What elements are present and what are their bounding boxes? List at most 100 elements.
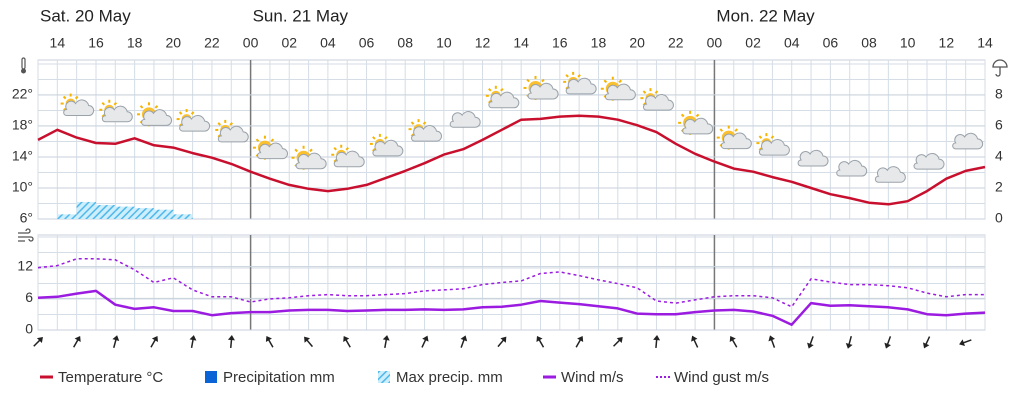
x-tick-label: 22: [204, 35, 220, 51]
day-label: Mon. 22 May: [716, 6, 815, 25]
x-tick-label: 18: [591, 35, 607, 51]
precip-bar: [95, 205, 116, 219]
sun-ray: [345, 146, 350, 151]
day-label: Sun. 21 May: [253, 6, 349, 25]
weather-symbol: [215, 119, 249, 143]
cloud: [604, 83, 636, 101]
cloud: [488, 91, 520, 109]
x-tick-label: 04: [784, 35, 800, 51]
arrow-head: [189, 335, 197, 341]
legend: Temperature °C Precipitation mm Max precip…: [40, 369, 769, 386]
weather-symbol: [874, 166, 906, 183]
cloud: [797, 149, 829, 167]
arrow-head: [343, 335, 350, 343]
sun-ray: [422, 121, 427, 125]
sun-ray: [603, 79, 608, 84]
cloud: [720, 132, 752, 150]
cloud: [217, 125, 249, 143]
wind-arrow: [343, 335, 351, 348]
arrow-head: [807, 342, 814, 349]
y-tick-label: 6: [25, 289, 33, 305]
y2-tick-label: 2: [995, 179, 1003, 195]
x-tick-label: 06: [823, 35, 839, 51]
weather-symbol: [369, 133, 404, 157]
arrow-head: [959, 339, 965, 346]
precip-bar: [115, 206, 135, 219]
y-tick-label: 18°: [12, 117, 33, 133]
arrow-head: [422, 335, 429, 342]
precip-bar: [134, 208, 154, 219]
cloud: [101, 105, 133, 123]
sun-ray: [229, 122, 234, 126]
weather-symbol: [678, 110, 714, 135]
sun-ray: [384, 136, 388, 140]
cloud: [758, 139, 790, 156]
weather-symbol: [600, 76, 636, 101]
arrow-head: [460, 335, 468, 342]
x-tick-label: 16: [552, 35, 568, 51]
sun-ray: [642, 90, 647, 94]
arrow-head: [729, 335, 736, 343]
y2-tick-label: 0: [995, 210, 1003, 226]
cloud: [913, 153, 945, 170]
x-tick-label: 16: [88, 35, 104, 51]
x-tick-label: 20: [629, 35, 645, 51]
x-tick-label: 12: [939, 35, 955, 51]
legend-label: Wind m/s: [561, 369, 624, 386]
arrow-head: [500, 336, 507, 343]
arrow-head: [923, 342, 930, 349]
y2-tick-label: 6: [995, 117, 1003, 133]
wind-arrow: [959, 339, 972, 346]
cloud: [836, 160, 868, 177]
weather-symbol: [952, 132, 984, 150]
wind-arrow: [884, 336, 892, 349]
x-tick-label: 18: [127, 35, 143, 51]
x-tick-label: 14: [977, 35, 993, 51]
sun-ray: [190, 111, 195, 115]
wind-arrow: [33, 337, 43, 347]
weather-symbol: [716, 125, 752, 150]
sun-ray: [139, 105, 144, 109]
sun-ray: [654, 90, 659, 94]
x-tick-label: 06: [359, 35, 375, 51]
x-tick-label: 02: [745, 35, 761, 51]
precip-bar: [76, 201, 96, 219]
cloud: [527, 82, 559, 100]
arrow-head: [768, 335, 776, 342]
arrow-head: [577, 335, 584, 343]
sun-ray: [309, 148, 313, 153]
y-tick-label: 22°: [12, 86, 33, 102]
wind-arrow: [112, 335, 120, 348]
cloud: [372, 139, 404, 157]
sun-ray: [372, 136, 376, 140]
x-tick-label: 00: [243, 35, 259, 51]
weather-symbol: [60, 93, 95, 117]
sun-ray: [410, 121, 415, 125]
cloud: [333, 150, 365, 168]
wind-arrow: [497, 336, 507, 348]
weather-symbol: [523, 75, 559, 100]
wind-arrow: [227, 335, 235, 349]
sun-ray: [101, 101, 106, 106]
y-tick-label: 14°: [12, 148, 33, 164]
y-tick-label: 10°: [12, 179, 33, 195]
wind-arrow: [923, 336, 931, 349]
panel-frame: [37, 59, 986, 220]
weather-symbol: [136, 102, 172, 127]
sun-ray: [577, 74, 581, 78]
weather-symbol: [485, 85, 520, 109]
wind-arrow: [653, 335, 661, 349]
weather-symbol: [756, 133, 790, 156]
cloud: [682, 117, 714, 135]
sun-ray: [217, 122, 222, 126]
umbrella-icon: [992, 59, 1008, 77]
x-tick-label: 10: [436, 35, 452, 51]
cloud: [63, 99, 95, 117]
wind-arrow: [729, 335, 738, 348]
sun-ray: [113, 101, 118, 106]
sun-ray: [680, 113, 685, 118]
arrow-head: [74, 335, 81, 343]
precip-bar: [173, 214, 193, 219]
weather-symbol: [797, 149, 829, 167]
